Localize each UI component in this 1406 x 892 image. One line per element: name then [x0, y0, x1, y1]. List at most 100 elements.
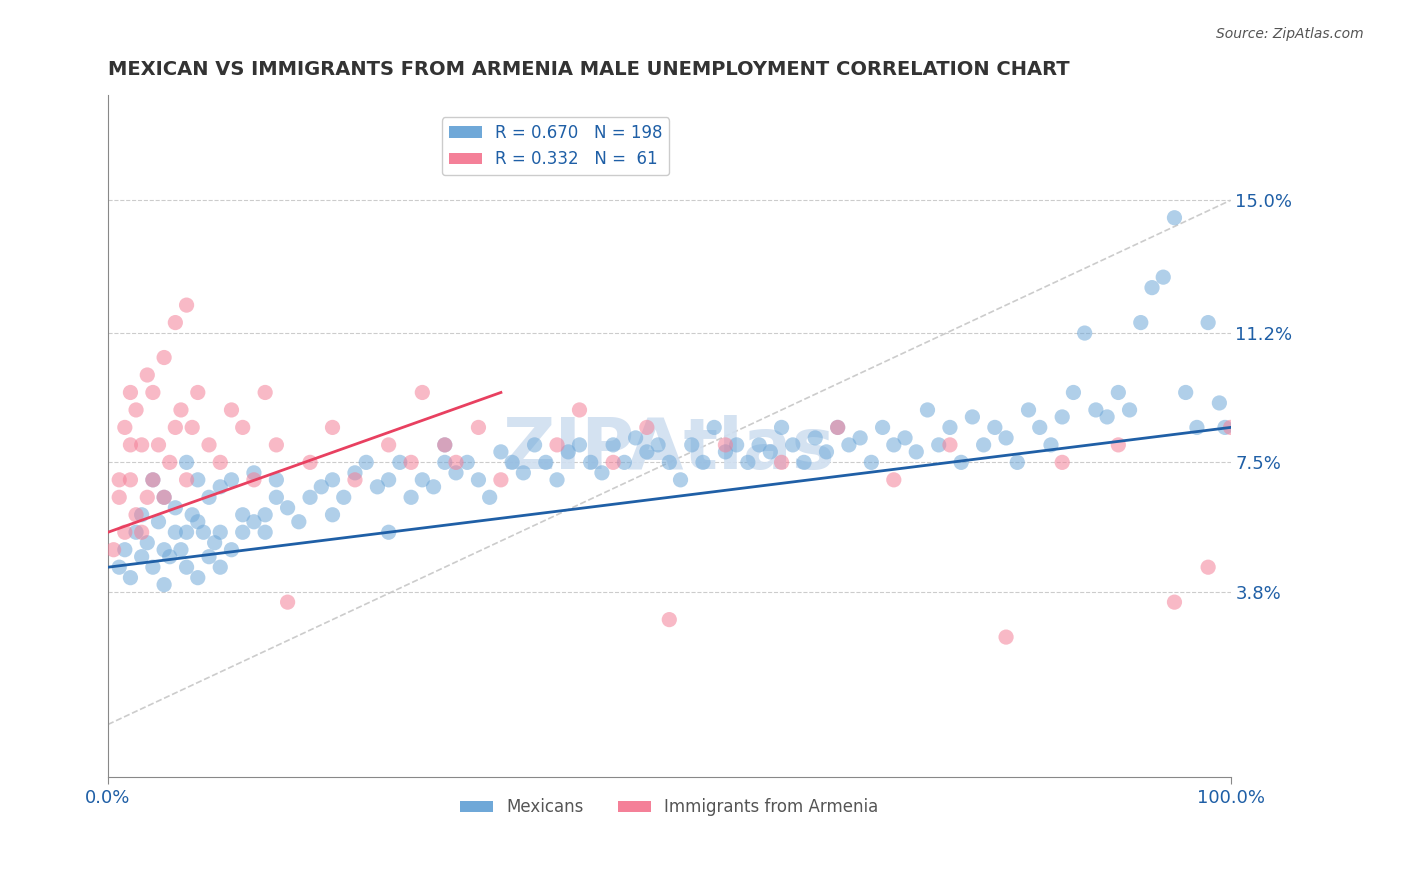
Mexicans [568, 438, 591, 452]
Mexicans [422, 480, 444, 494]
Mexicans [1050, 409, 1073, 424]
Immigrants from Armenia [266, 438, 288, 452]
Mexicans [883, 438, 905, 452]
Mexicans [444, 466, 467, 480]
Mexicans [1118, 403, 1140, 417]
Mexicans [343, 466, 366, 480]
Immigrants from Armenia [159, 455, 181, 469]
Mexicans [311, 480, 333, 494]
Immigrants from Armenia [1219, 420, 1241, 434]
Immigrants from Armenia [299, 455, 322, 469]
Mexicans [148, 515, 170, 529]
Mexicans [905, 445, 928, 459]
Mexicans [1129, 316, 1152, 330]
Immigrants from Armenia [321, 420, 343, 434]
Immigrants from Armenia [148, 438, 170, 452]
Mexicans [232, 508, 254, 522]
Mexicans [546, 473, 568, 487]
Mexicans [534, 455, 557, 469]
Mexicans [917, 403, 939, 417]
Text: MEXICAN VS IMMIGRANTS FROM ARMENIA MALE UNEMPLOYMENT CORRELATION CHART: MEXICAN VS IMMIGRANTS FROM ARMENIA MALE … [108, 60, 1070, 78]
Immigrants from Armenia [602, 455, 624, 469]
Immigrants from Armenia [103, 542, 125, 557]
Mexicans [523, 438, 546, 452]
Immigrants from Armenia [1050, 455, 1073, 469]
Mexicans [591, 466, 613, 480]
Immigrants from Armenia [114, 525, 136, 540]
Mexicans [120, 571, 142, 585]
Mexicans [366, 480, 388, 494]
Mexicans [377, 473, 399, 487]
Immigrants from Armenia [636, 420, 658, 434]
Mexicans [209, 560, 232, 574]
Mexicans [1029, 420, 1052, 434]
Mexicans [973, 438, 995, 452]
Mexicans [1073, 326, 1095, 340]
Mexicans [165, 500, 187, 515]
Mexicans [703, 420, 725, 434]
Mexicans [125, 525, 148, 540]
Immigrants from Armenia [153, 351, 176, 365]
Mexicans [1107, 385, 1129, 400]
Immigrants from Armenia [153, 491, 176, 505]
Immigrants from Armenia [108, 491, 131, 505]
Mexicans [170, 542, 193, 557]
Mexicans [131, 508, 153, 522]
Immigrants from Armenia [125, 403, 148, 417]
Text: Source: ZipAtlas.com: Source: ZipAtlas.com [1216, 27, 1364, 41]
Mexicans [557, 445, 579, 459]
Mexicans [692, 455, 714, 469]
Immigrants from Armenia [277, 595, 299, 609]
Immigrants from Armenia [131, 438, 153, 452]
Immigrants from Armenia [995, 630, 1018, 644]
Mexicans [849, 431, 872, 445]
Immigrants from Armenia [125, 508, 148, 522]
Immigrants from Armenia [444, 455, 467, 469]
Immigrants from Armenia [165, 420, 187, 434]
Mexicans [411, 473, 433, 487]
Mexicans [939, 420, 962, 434]
Mexicans [299, 491, 322, 505]
Mexicans [221, 473, 243, 487]
Immigrants from Armenia [170, 403, 193, 417]
Mexicans [232, 525, 254, 540]
Mexicans [1084, 403, 1107, 417]
Mexicans [165, 525, 187, 540]
Mexicans [995, 431, 1018, 445]
Mexicans [928, 438, 950, 452]
Mexicans [1039, 438, 1062, 452]
Mexicans [501, 455, 523, 469]
Mexicans [714, 445, 737, 459]
Mexicans [332, 491, 354, 505]
Text: ZIPAtlas: ZIPAtlas [503, 416, 835, 484]
Mexicans [277, 500, 299, 515]
Mexicans [770, 420, 793, 434]
Mexicans [142, 560, 165, 574]
Mexicans [198, 549, 221, 564]
Mexicans [782, 438, 804, 452]
Immigrants from Armenia [658, 613, 681, 627]
Mexicans [433, 438, 456, 452]
Mexicans [193, 525, 215, 540]
Immigrants from Armenia [377, 438, 399, 452]
Mexicans [815, 445, 838, 459]
Mexicans [388, 455, 411, 469]
Immigrants from Armenia [1107, 438, 1129, 452]
Mexicans [658, 455, 681, 469]
Immigrants from Armenia [568, 403, 591, 417]
Immigrants from Armenia [399, 455, 422, 469]
Mexicans [793, 455, 815, 469]
Immigrants from Armenia [187, 385, 209, 400]
Immigrants from Armenia [343, 473, 366, 487]
Immigrants from Armenia [232, 420, 254, 434]
Immigrants from Armenia [120, 438, 142, 452]
Mexicans [136, 535, 159, 549]
Immigrants from Armenia [165, 316, 187, 330]
Mexicans [1018, 403, 1040, 417]
Immigrants from Armenia [120, 473, 142, 487]
Mexicans [108, 560, 131, 574]
Mexicans [602, 438, 624, 452]
Mexicans [221, 542, 243, 557]
Mexicans [804, 431, 827, 445]
Mexicans [827, 420, 849, 434]
